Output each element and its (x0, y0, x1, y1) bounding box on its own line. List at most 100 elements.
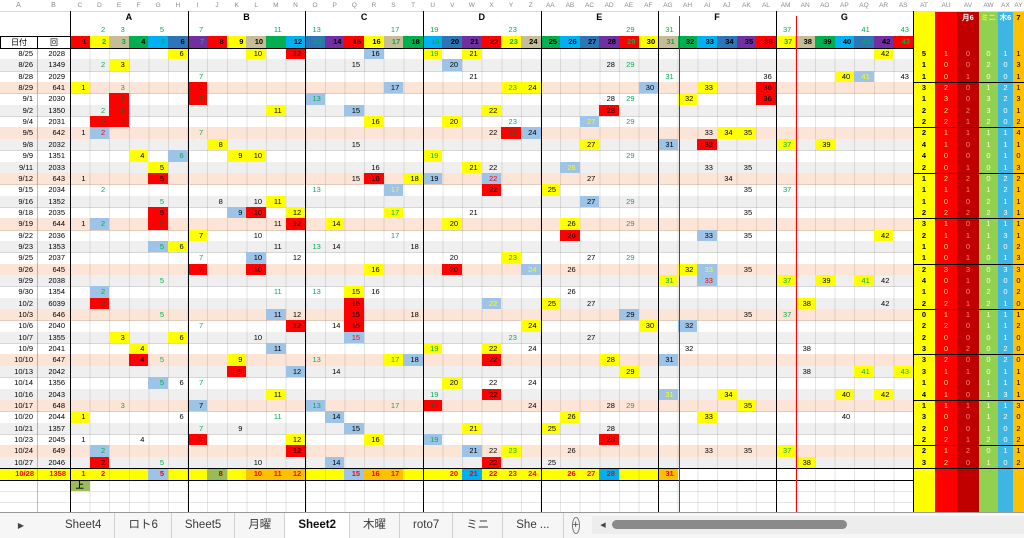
grid-cell[interactable]: 2 (89, 127, 110, 139)
grid-cell[interactable]: 16 (364, 116, 384, 128)
number-header[interactable]: 11 (266, 36, 286, 48)
panel-value[interactable]: 3 (943, 94, 949, 104)
grid-cell[interactable]: 42 (881, 276, 890, 286)
col-letter[interactable]: I (187, 0, 208, 12)
grid-cell[interactable]: 29 (626, 253, 635, 263)
col-letter[interactable]: AM (775, 0, 796, 12)
panel-value[interactable]: 1 (1016, 310, 1021, 320)
col-letter[interactable]: A (0, 0, 37, 12)
panel-value[interactable]: 3 (921, 457, 927, 467)
panel-value[interactable]: 1 (986, 83, 991, 93)
panel-value[interactable]: 0 (943, 241, 949, 251)
grid-cell[interactable]: 3 (109, 116, 129, 128)
panel-value[interactable]: 2 (1003, 412, 1008, 422)
grid-cell[interactable]: 29 (626, 196, 635, 206)
panel-value[interactable]: 0 (921, 310, 927, 320)
totals-cell[interactable]: 2 (89, 468, 110, 480)
panel-value[interactable]: 0 (965, 412, 971, 422)
panel-value[interactable]: 0 (943, 412, 949, 422)
grid-cell[interactable]: 12 (285, 218, 306, 230)
grid-cell[interactable]: 31 (658, 275, 678, 287)
grid-cell[interactable]: 11 (273, 219, 282, 229)
round-cell[interactable]: 2029 (48, 71, 65, 81)
grid-cell[interactable]: 9 (226, 206, 247, 219)
panel-value[interactable]: 0 (1003, 105, 1008, 115)
grid-cell[interactable]: 21 (462, 161, 482, 173)
date-cell[interactable]: 10/9 (18, 344, 33, 354)
tab-Sheet4[interactable]: Sheet4 (52, 513, 116, 538)
panel-value[interactable]: 2 (965, 207, 971, 217)
number-header[interactable]: 1 (70, 36, 90, 48)
panel-value[interactable]: 2 (986, 287, 991, 297)
panel-value[interactable]: 0 (943, 378, 949, 388)
col-letter[interactable]: Q (344, 0, 365, 12)
panel-value[interactable]: 0 (1016, 332, 1021, 342)
number-header[interactable]: 9 (226, 36, 247, 48)
tab-roto7[interactable]: roto7 (400, 513, 454, 538)
panel-value[interactable]: 2 (921, 321, 927, 331)
grid-cell[interactable]: 12 (285, 48, 306, 60)
grid-cell[interactable]: 22 (481, 456, 502, 468)
round-cell[interactable]: 1350 (48, 105, 65, 115)
grid-cell[interactable]: 5 (148, 377, 168, 389)
tab-She ...[interactable]: She ... (503, 513, 564, 538)
grid-cell[interactable]: 18 (410, 310, 419, 320)
col-letter[interactable]: AC (579, 0, 600, 12)
panel-value[interactable]: 0 (943, 344, 949, 354)
panel-value[interactable]: 1 (1016, 219, 1021, 229)
round-cell[interactable]: 1351 (48, 151, 65, 161)
date-cell[interactable]: 10/3 (18, 310, 33, 320)
grid-cell[interactable]: 39 (814, 275, 835, 287)
grid-cell[interactable]: 16 (371, 162, 380, 172)
panel-value[interactable]: 1 (921, 378, 927, 388)
panel-value[interactable]: 3 (1003, 207, 1008, 217)
number-header[interactable]: 20 (442, 36, 463, 48)
panel-value[interactable]: 1 (1016, 378, 1021, 388)
grid-cell[interactable]: 13 (312, 287, 321, 297)
grid-cell[interactable]: 22 (488, 446, 498, 456)
grid-cell[interactable]: 15 (344, 286, 365, 298)
col-letter[interactable]: AW (979, 0, 998, 12)
panel-value[interactable]: 1 (986, 310, 991, 320)
col-letter[interactable]: R (364, 0, 384, 12)
more-icon[interactable]: ⋮ (590, 513, 592, 538)
number-header[interactable]: 5 (148, 36, 168, 48)
panel-value[interactable]: 2 (921, 162, 927, 172)
number-header[interactable]: 30 (638, 36, 659, 48)
grid-cell[interactable]: 5 (148, 218, 168, 230)
grid-cell[interactable]: 25 (540, 422, 561, 434)
grid-cell[interactable]: 26 (567, 264, 576, 274)
grid-cell[interactable]: 7 (187, 433, 208, 446)
panel-value[interactable]: 4 (921, 276, 927, 286)
grid-cell[interactable]: 15 (344, 104, 365, 117)
tab-ロト6[interactable]: ロト6 (115, 513, 172, 538)
panel-value[interactable]: 2 (943, 355, 949, 365)
tab-Sheet2[interactable]: Sheet2 (285, 513, 351, 538)
panel-value[interactable]: 3 (1003, 230, 1008, 240)
panel-value[interactable]: 0 (986, 332, 991, 342)
panel-value[interactable]: 1 (965, 298, 971, 308)
grid-cell[interactable]: 16 (364, 263, 384, 276)
grid-cell[interactable]: 11 (266, 104, 286, 117)
grid-cell[interactable]: 41 (854, 70, 874, 83)
panel-value[interactable]: 0 (943, 71, 949, 81)
panel-value[interactable]: 0 (1003, 434, 1008, 444)
grid-cell[interactable]: 2 (89, 456, 110, 468)
panel-value[interactable]: 1 (1003, 298, 1008, 308)
round-cell[interactable]: 646 (52, 310, 65, 320)
grid-cell[interactable]: 20 (449, 253, 459, 263)
grid-cell[interactable]: 13 (312, 241, 321, 251)
panel-value[interactable]: 0 (1016, 298, 1021, 308)
panel-value[interactable]: 1 (1016, 446, 1021, 456)
col-letter[interactable]: AS (893, 0, 913, 12)
panel-value[interactable]: 0 (965, 389, 971, 399)
panel-value[interactable]: 1 (1016, 139, 1021, 149)
number-header[interactable]: 43 (893, 36, 913, 48)
grid-cell[interactable]: 37 (783, 185, 792, 195)
panel-value[interactable]: 1 (1016, 230, 1021, 240)
grid-cell[interactable]: 35 (743, 446, 753, 456)
col-letter[interactable]: T (403, 0, 423, 12)
col-letter[interactable]: AP (834, 0, 855, 12)
col-letter[interactable]: X (481, 0, 502, 12)
panel-value[interactable]: 1 (986, 219, 991, 229)
